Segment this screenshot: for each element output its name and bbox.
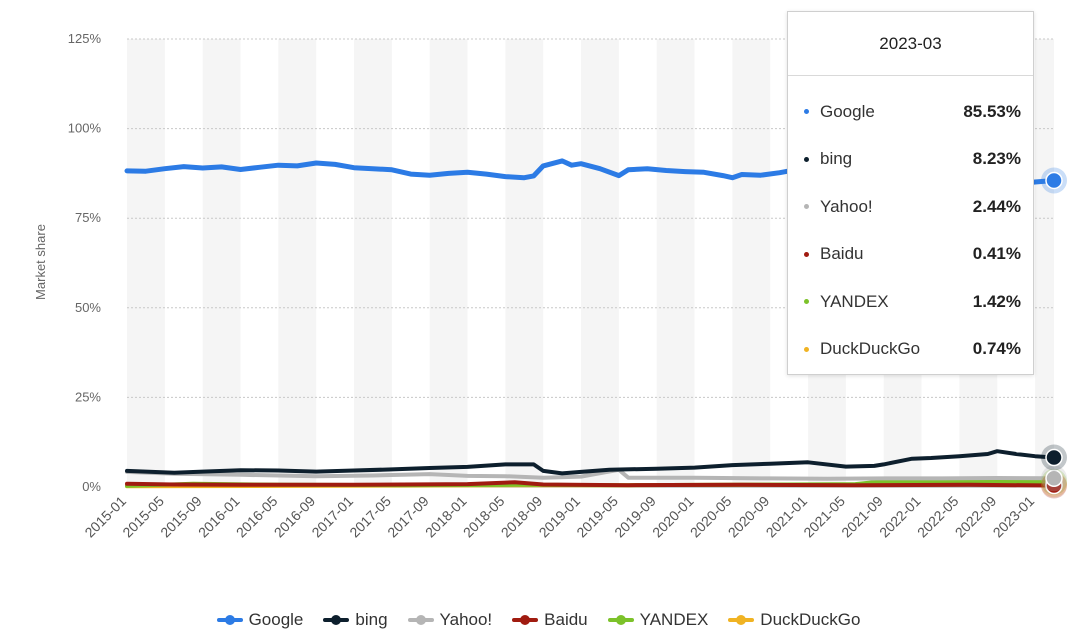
legend-line-marker-icon: [512, 615, 539, 625]
tooltip-series-name: DuckDuckGo: [820, 339, 921, 359]
legend-line-marker-icon: [607, 615, 634, 625]
y-tick-label: 50%: [75, 300, 101, 315]
column-band: [429, 39, 468, 487]
tooltip-series-name: Google: [820, 101, 875, 121]
series-line-yahoo: [125, 467, 1056, 481]
column-band: [581, 39, 619, 487]
legend-item-baidu[interactable]: Baidu: [512, 610, 588, 630]
end-marker[interactable]: [1045, 469, 1063, 488]
column-band: [505, 39, 544, 487]
legend-line-marker-icon: [728, 615, 755, 625]
legend-item-duckduckgo[interactable]: DuckDuckGo: [728, 610, 860, 630]
legend-item-google[interactable]: Google: [216, 610, 304, 630]
bullet-dot-icon: [804, 346, 809, 352]
tooltip-series-value: 1.42%: [972, 291, 1021, 311]
legend-item-yandex[interactable]: YANDEX: [607, 610, 709, 630]
legend-item-yahoo[interactable]: Yahoo!: [407, 610, 493, 630]
legend-label: bing: [355, 610, 388, 629]
end-marker[interactable]: [1045, 171, 1063, 190]
bullet-dot-icon: [804, 299, 809, 305]
legend-label: Yahoo!: [439, 610, 493, 629]
tooltip-series-value: 2.44%: [972, 196, 1021, 216]
y-tick-label: 100%: [68, 121, 102, 136]
series-line-bing: [125, 449, 1056, 476]
y-axis-label: Market share: [33, 224, 48, 300]
column-band: [656, 39, 695, 487]
tooltip-series-value: 0.74%: [972, 339, 1021, 359]
tooltip-series-name: Baidu: [820, 244, 864, 264]
x-axis-ticks: 2015-012015-052015-092016-012016-052016-…: [81, 493, 1037, 541]
series-line-baidu: [125, 480, 1056, 488]
tooltip-series-name: YANDEX: [820, 291, 889, 311]
bullet-dot-icon: [804, 109, 809, 115]
tooltip-date: 2023-03: [788, 12, 1033, 76]
tooltip-series-value: 0.41%: [972, 244, 1021, 264]
column-band: [202, 39, 241, 487]
column-band: [278, 39, 317, 487]
column-band: [354, 39, 392, 487]
tooltip-row: YANDEX 1.42%: [788, 278, 1033, 326]
bullet-dot-icon: [804, 251, 809, 257]
tooltip-row: DuckDuckGo 0.74%: [788, 326, 1033, 374]
y-tick-label: 25%: [75, 389, 101, 404]
legend-line-marker-icon: [407, 615, 434, 625]
legend-label: Baidu: [544, 610, 588, 629]
series-end-markers[interactable]: [1041, 167, 1067, 499]
column-band: [1035, 39, 1054, 487]
tooltip-row: bing 8.23%: [788, 136, 1033, 184]
tooltip-row: Baidu 0.41%: [788, 231, 1033, 279]
tooltip-series-value: 8.23%: [972, 149, 1021, 169]
legend-label: YANDEX: [639, 610, 709, 629]
chart-legend: Google bing Yahoo! Baidu YANDEX DuckDuckGo: [0, 606, 1077, 634]
legend-item-bing[interactable]: bing: [323, 610, 388, 630]
y-tick-label: 125%: [68, 31, 102, 46]
y-axis-ticks: 0% 25% 50% 75% 100% 125%: [68, 31, 102, 494]
alternating-column-bands: [127, 39, 1054, 487]
tooltip-row: Google 85.53%: [788, 88, 1033, 136]
tooltip-row: Yahoo! 2.44%: [788, 183, 1033, 231]
hover-tooltip: 2023-03 Google 85.53% bing 8.23% Yahoo! 2.44%…: [787, 11, 1034, 375]
bullet-dot-icon: [804, 204, 809, 210]
end-marker[interactable]: [1045, 448, 1063, 467]
x-tick-label: 2023-01: [990, 493, 1038, 541]
tooltip-series-name: bing: [820, 149, 853, 169]
tooltip-series-name: Yahoo!: [820, 196, 873, 216]
legend-line-marker-icon: [216, 615, 243, 625]
legend-label: DuckDuckGo: [760, 610, 861, 629]
bullet-dot-icon: [804, 156, 809, 162]
y-tick-label: 75%: [75, 210, 101, 225]
column-band: [127, 39, 165, 487]
column-band: [732, 39, 771, 487]
series-line-google: [124, 158, 1057, 186]
y-tick-label: 0%: [82, 479, 101, 494]
series-lines: [124, 158, 1057, 489]
tooltip-series-value: 85.53%: [963, 101, 1021, 121]
legend-label: Google: [248, 610, 304, 629]
legend-line-marker-icon: [323, 615, 350, 625]
